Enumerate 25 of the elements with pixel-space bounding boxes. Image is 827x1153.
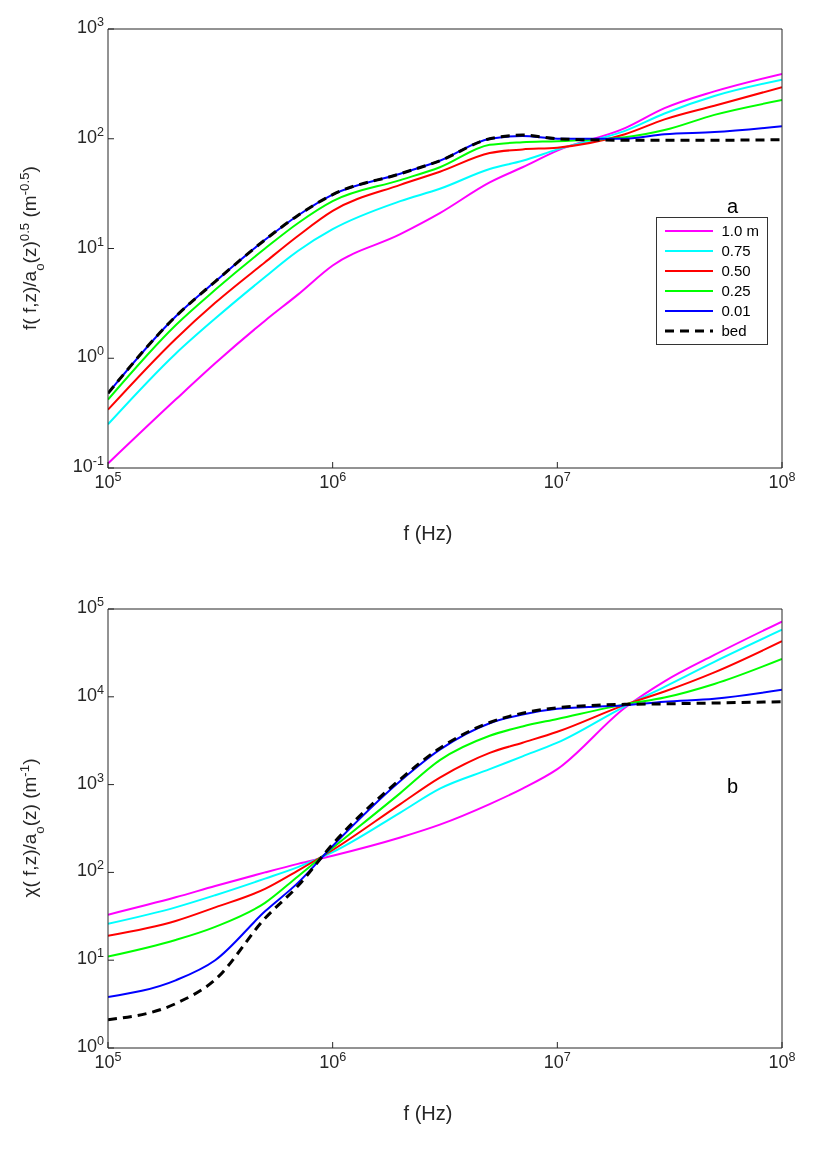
x-tick-label: 10$^{6}$ xyxy=(319,1050,347,1072)
x-axis-title: f (Hz) xyxy=(403,522,453,544)
legend-label: 0.25 xyxy=(721,281,751,302)
x-axis-title: f (Hz) xyxy=(403,1102,453,1124)
y-tick-label: 10$^{5}$ xyxy=(76,595,104,617)
x-tick-label: 10$^{7}$ xyxy=(543,1050,571,1072)
legend-label: 0.75 xyxy=(721,241,751,262)
legend-label: 1.0 m xyxy=(721,221,759,242)
x-tick-label: 10$^{6}$ xyxy=(319,470,347,492)
legend-label: bed xyxy=(721,321,747,342)
annotation: a xyxy=(726,195,738,219)
legend-label: 0.01 xyxy=(721,301,751,322)
annotation: b xyxy=(726,775,738,799)
x-tick-label: 10$^{8}$ xyxy=(768,1050,796,1072)
legend-label: 0.50 xyxy=(721,261,751,282)
y-tick-label: 10$^{2}$ xyxy=(76,858,104,881)
x-tick-label: 10$^{8}$ xyxy=(768,470,796,492)
y-tick-label: 10$^{0}$ xyxy=(76,344,104,367)
y-tick-label: 10$^{4}$ xyxy=(76,682,104,705)
y-tick-label: 10$^{1}$ xyxy=(76,234,104,257)
x-tick-label: 10$^{7}$ xyxy=(543,470,571,492)
y-tick-label: 10$^{3}$ xyxy=(76,15,104,37)
y-tick-label: 10$^{3}$ xyxy=(76,770,104,793)
y-tick-label: 10$^{1}$ xyxy=(76,946,104,969)
y-tick-label: 10$^{2}$ xyxy=(76,124,104,147)
